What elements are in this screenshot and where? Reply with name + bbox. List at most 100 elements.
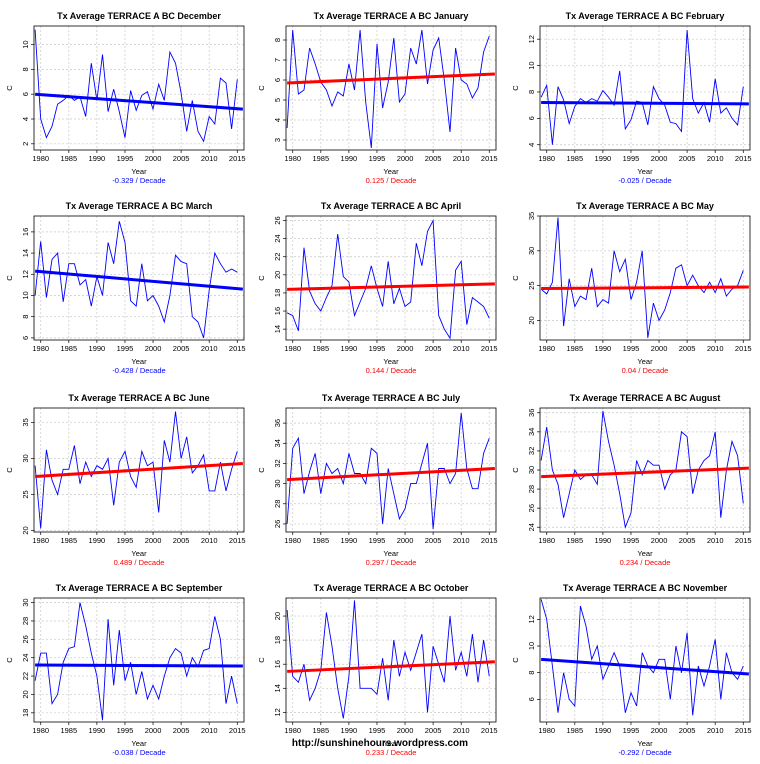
x-tick-label: 2000 xyxy=(397,344,414,353)
trend-value-text: 0.233 / Decade xyxy=(366,748,417,757)
y-tick-label: 26 xyxy=(273,216,282,224)
x-tick-label: 2005 xyxy=(425,536,442,545)
y-tick-label: 6 xyxy=(273,78,282,82)
chart-title: Tx Average TERRACE A BC March xyxy=(66,201,213,211)
y-tick-label: 24 xyxy=(21,654,30,662)
x-tick-label: 2015 xyxy=(735,154,752,163)
trend-line xyxy=(287,660,495,673)
plot-frame xyxy=(539,215,751,341)
site-credit: http://sunshinehours.wordpress.com xyxy=(291,738,469,749)
x-tick-label: 1985 xyxy=(60,726,77,735)
trend-value-text: 0.144 / Decade xyxy=(366,366,417,375)
y-tick-label: 25 xyxy=(21,490,30,498)
chart-title: Tx Average TERRACE A BC October xyxy=(314,583,469,593)
x-tick-label: 1990 xyxy=(341,344,358,353)
x-axis-label: Year xyxy=(383,167,399,176)
temperature-series-line xyxy=(540,217,744,338)
y-tick-label: 28 xyxy=(527,485,536,493)
x-tick-label: 2000 xyxy=(397,726,414,735)
trend-line xyxy=(287,72,495,85)
x-tick-label: 1985 xyxy=(566,536,583,545)
x-tick-label: 2000 xyxy=(145,344,162,353)
y-axis-label: C xyxy=(257,275,266,281)
x-tick-label: 1980 xyxy=(32,344,49,353)
y-axis-label: C xyxy=(511,275,520,281)
plot-frame xyxy=(33,25,245,151)
x-tick-label: 2000 xyxy=(651,536,668,545)
trend-value-text: 0.04 / Decade xyxy=(622,366,669,375)
x-tick-label: 2010 xyxy=(453,154,470,163)
x-tick-label: 2010 xyxy=(201,726,218,735)
x-tick-label: 2015 xyxy=(229,344,246,353)
y-tick-label: 30 xyxy=(21,454,30,462)
y-tick-label: 26 xyxy=(527,504,536,512)
x-tick-label: 1985 xyxy=(60,536,77,545)
x-tick-label: 1980 xyxy=(538,726,555,735)
trend-value-text: -0.292 / Decade xyxy=(618,748,671,757)
y-tick-label: 10 xyxy=(21,40,30,48)
x-tick-label: 2005 xyxy=(173,154,190,163)
y-tick-label: 35 xyxy=(21,418,30,426)
chart-title: Tx Average TERRACE A BC April xyxy=(321,201,461,211)
x-tick-label: 1995 xyxy=(117,536,134,545)
y-tick-label: 6 xyxy=(527,116,536,120)
x-tick-label: 2000 xyxy=(651,154,668,163)
chart-panel-4: Tx Average TERRACE A BC March 1980 1985 199… xyxy=(5,201,246,375)
x-tick-label: 1985 xyxy=(566,154,583,163)
x-tick-label: 1995 xyxy=(623,154,640,163)
trend-line xyxy=(541,657,749,676)
y-tick-label: 8 xyxy=(21,315,30,319)
y-tick-label: 34 xyxy=(527,428,536,436)
trend-line xyxy=(287,466,495,482)
y-axis-label: C xyxy=(511,85,520,91)
y-tick-label: 18 xyxy=(273,289,282,297)
y-axis-label: C xyxy=(5,275,14,281)
y-tick-label: 34 xyxy=(273,439,282,447)
plot-frame xyxy=(33,215,245,341)
x-tick-label: 1995 xyxy=(369,536,386,545)
temperature-series-line xyxy=(286,29,490,149)
chart-title: Tx Average TERRACE A BC August xyxy=(570,393,721,403)
trend-value-text: -0.025 / Decade xyxy=(618,176,671,185)
x-tick-label: 1990 xyxy=(89,536,106,545)
y-tick-label: 24 xyxy=(273,234,282,242)
y-tick-label: 2 xyxy=(21,142,30,146)
x-tick-label: 1990 xyxy=(341,154,358,163)
x-axis-label: Year xyxy=(131,167,147,176)
y-tick-label: 24 xyxy=(527,523,536,531)
y-tick-label: 26 xyxy=(21,635,30,643)
chart-panel-7: Tx Average TERRACE A BC June 1980 1985 1990… xyxy=(5,393,246,567)
y-axis-label: C xyxy=(511,657,520,663)
x-tick-label: 2000 xyxy=(145,154,162,163)
y-tick-label: 32 xyxy=(527,447,536,455)
temperature-series-line xyxy=(286,218,490,340)
x-tick-label: 2015 xyxy=(229,536,246,545)
x-tick-label: 1995 xyxy=(369,344,386,353)
x-tick-label: 1985 xyxy=(312,344,329,353)
y-tick-label: 14 xyxy=(21,249,30,257)
chart-title: Tx Average TERRACE A BC December xyxy=(57,11,221,21)
x-tick-label: 2010 xyxy=(453,536,470,545)
chart-panel-3: Tx Average TERRACE A BC February 1980 1985… xyxy=(511,11,752,185)
x-tick-label: 1990 xyxy=(89,726,106,735)
y-tick-label: 30 xyxy=(273,479,282,487)
x-axis-label: Year xyxy=(637,549,653,558)
x-tick-label: 1980 xyxy=(538,344,555,353)
y-tick-label: 6 xyxy=(21,92,30,96)
trend-value-text: -0.038 / Decade xyxy=(112,748,165,757)
y-tick-label: 20 xyxy=(527,316,536,324)
y-tick-label: 18 xyxy=(21,709,30,717)
plot-frame xyxy=(539,25,751,151)
chart-panel-8: Tx Average TERRACE A BC July 1980 1985 1990… xyxy=(257,393,498,567)
temperature-series-line xyxy=(34,29,238,143)
x-tick-label: 2000 xyxy=(145,726,162,735)
trend-line xyxy=(541,285,749,290)
y-tick-label: 12 xyxy=(527,35,536,43)
x-tick-label: 2000 xyxy=(651,726,668,735)
y-tick-label: 22 xyxy=(273,253,282,261)
y-axis-label: C xyxy=(257,85,266,91)
x-tick-label: 1990 xyxy=(595,344,612,353)
y-tick-label: 8 xyxy=(273,38,282,42)
y-tick-label: 18 xyxy=(273,636,282,644)
x-tick-label: 2015 xyxy=(481,154,498,163)
